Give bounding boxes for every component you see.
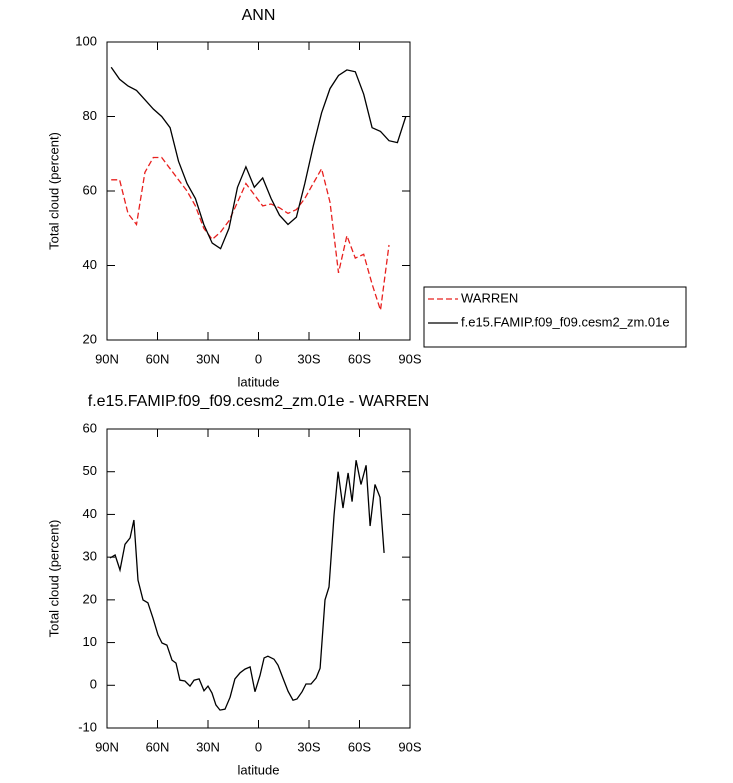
- x-tick-label: 30S: [297, 351, 320, 366]
- x-tick-label: 90N: [95, 739, 119, 754]
- x-tick-label: 60S: [348, 351, 371, 366]
- y-tick-label: -10: [78, 719, 97, 734]
- x-tick-label: 0: [255, 351, 262, 366]
- legend: WARREN f.e15.FAMIP.f09_f09.cesm2_zm.01e: [423, 286, 687, 348]
- y-tick-label: 40: [83, 257, 97, 272]
- x-tick-label: 90S: [398, 351, 421, 366]
- y-tick-label: 60: [83, 420, 97, 435]
- x-tick-label: 30S: [297, 739, 320, 754]
- legend-label: WARREN: [461, 290, 518, 305]
- legend-box: [423, 286, 687, 348]
- x-axis-label: latitude: [238, 374, 280, 389]
- y-tick-label: 30: [83, 549, 97, 564]
- y-tick-label: 100: [75, 33, 97, 48]
- plot-frame: [106, 428, 411, 729]
- y-tick-label: 0: [90, 677, 97, 692]
- y-tick-label: 60: [83, 182, 97, 197]
- panel: f.e15.FAMIP.f09_f09.cesm2_zm.01e - WARRE…: [46, 393, 429, 777]
- x-tick-label: 60N: [146, 351, 170, 366]
- y-tick-label: 10: [83, 634, 97, 649]
- x-tick-label: 0: [255, 739, 262, 754]
- x-tick-label: 90S: [398, 739, 421, 754]
- x-tick-label: 60N: [146, 739, 170, 754]
- data-line: [110, 66, 407, 250]
- y-tick-label: 40: [83, 506, 97, 521]
- x-tick-label: 90N: [95, 351, 119, 366]
- legend-label: f.e15.FAMIP.f09_f09.cesm2_zm.01e: [461, 314, 670, 329]
- x-tick-label: 30N: [196, 351, 220, 366]
- y-axis-label: Total cloud (percent): [46, 520, 61, 638]
- x-axis-label: latitude: [238, 762, 280, 777]
- data-line: [109, 460, 385, 711]
- data-line: [111, 156, 390, 311]
- y-axis-label: Total cloud (percent): [46, 132, 61, 250]
- x-tick-label: 30N: [196, 739, 220, 754]
- panel-title: f.e15.FAMIP.f09_f09.cesm2_zm.01e - WARRE…: [88, 393, 429, 410]
- x-tick-label: 60S: [348, 739, 371, 754]
- y-tick-label: 80: [83, 108, 97, 123]
- y-tick-label: 50: [83, 463, 97, 478]
- panel-title: ANN: [242, 7, 276, 24]
- y-tick-label: 20: [83, 591, 97, 606]
- panel: ANN latitude Total cloud (percent) 20 40 60 80…: [46, 7, 687, 389]
- plot-frame: [106, 41, 411, 341]
- y-tick-label: 20: [83, 331, 97, 346]
